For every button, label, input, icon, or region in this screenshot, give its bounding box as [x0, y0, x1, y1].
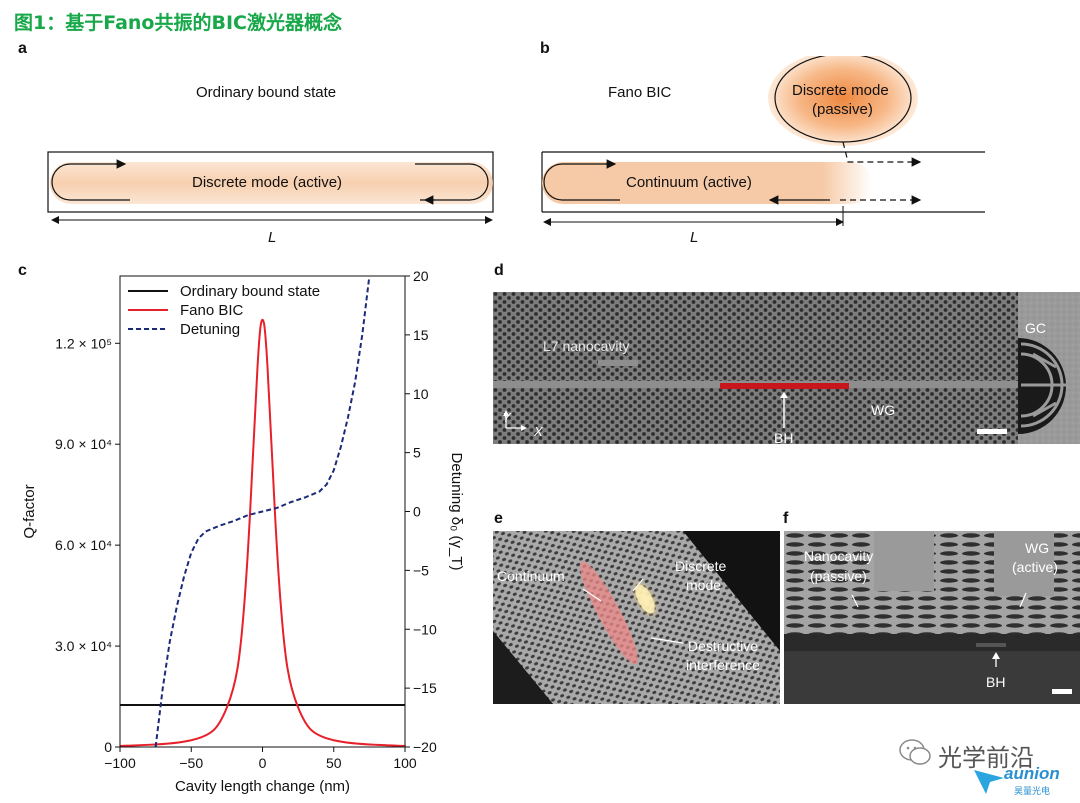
x-tick-label: −100 [104, 755, 136, 771]
y-tick-label-right: 5 [413, 445, 421, 461]
panel-e-sem-image [493, 531, 780, 704]
panel-b-letter: b [540, 40, 550, 57]
continuum-label-e: Continuum [497, 568, 565, 584]
continuum-active-label: Continuum (active) [626, 174, 752, 191]
discrete-label-e-1: Discrete [675, 558, 727, 574]
discrete-mode-active-label: Discrete mode (active) [192, 174, 343, 191]
discrete-mode-passive-label-2: (passive) [812, 101, 873, 118]
q-factor-chart: 0 3.0 × 10⁴ 6.0 × 10⁴ 9.0 × 10⁴ 1.2 × 10⁵ 20 1… [21, 268, 465, 795]
y-tick-label-right: 0 [413, 504, 421, 520]
panel-c-letter: c [18, 262, 27, 279]
watermark-brand: aunion [1004, 764, 1060, 783]
y-tick-label-left: 6.0 × 10⁴ [55, 537, 112, 553]
y-tick-label-left: 0 [104, 739, 112, 755]
y-tick-label-right: 20 [413, 268, 429, 284]
wg-label-f-2: (active) [1012, 559, 1058, 575]
legend-label: Ordinary bound state [180, 283, 320, 300]
y-tick-label-left: 1.2 × 10⁵ [55, 335, 112, 351]
panel-f-letter: f [783, 510, 789, 527]
discrete-mode-passive-label-1: Discrete mode [792, 82, 889, 99]
y-axis-label: Q-factor [21, 484, 38, 538]
y-tick-label-right: −15 [413, 680, 437, 696]
cavity-box-a [47, 151, 494, 213]
discrete-mode-fill-a [50, 162, 493, 204]
x-tick-label: 100 [393, 755, 417, 771]
y-tick-label-right: −10 [413, 621, 437, 637]
y-tick-label-right: 10 [413, 386, 429, 402]
nanocavity-label-f-1: Nanocavity [804, 548, 874, 564]
panel-d-sem-image [493, 292, 1080, 444]
y2-axis-label: Detuning δ₀ (γ_T) [448, 453, 465, 571]
series-line-fano-bic [119, 318, 406, 747]
panel-a-letter: a [18, 40, 27, 57]
scale-bar-f [1052, 689, 1072, 694]
loop-right-a [415, 163, 489, 201]
y-tick-label-right: −5 [413, 562, 429, 578]
series-line-detuning [154, 275, 371, 748]
aunion-logo-icon [974, 770, 1004, 794]
x-tick-label: 0 [259, 755, 267, 771]
destructive-label-e-2: interference [686, 657, 760, 673]
loop-left-a [51, 163, 130, 201]
discrete-mode-glow [768, 56, 918, 146]
watermark-text: 光学前沿 [938, 744, 1034, 772]
length-label-b: L [690, 229, 699, 246]
x-axis-label: Cavity length change (nm) [175, 778, 350, 795]
wg-label-f-1: WG [1025, 540, 1050, 556]
bh-region [720, 383, 849, 389]
figure-title: 图1：基于Fano共振的BIC激光器概念 [14, 12, 342, 34]
bh-label-d: BH [774, 430, 794, 446]
watermark-brand-sub: 昊量光电 [1014, 787, 1051, 797]
continuum-fill-b [542, 162, 872, 204]
wg-label-d: WG [871, 402, 896, 418]
panel-a-heading: Ordinary bound state [196, 84, 337, 101]
discrete-label-e-2: mode [686, 577, 722, 593]
x-tick-label: 50 [326, 755, 342, 771]
panel-b-diagram [541, 56, 985, 226]
axis-x-label: X [534, 424, 543, 439]
length-label-a: L [268, 229, 277, 246]
destructive-label-e-1: Destructive [688, 638, 759, 654]
y-tick-label-right: 15 [413, 327, 429, 343]
y-tick-label-left: 3.0 × 10⁴ [55, 638, 112, 654]
legend-label: Fano BIC [180, 302, 244, 319]
x-tick-label: −50 [179, 755, 203, 771]
y-tick-label-right: −20 [413, 739, 437, 755]
panel-d-letter: d [494, 262, 504, 279]
l7-nanocavity-label: L7 nanocavity [543, 338, 630, 354]
panel-a-diagram [47, 151, 494, 224]
axis-y-label: Y [502, 410, 511, 425]
discrete-mode-glow-e [630, 578, 660, 620]
panel-f-sem-image [784, 531, 1080, 704]
scale-bar-d [977, 429, 1007, 434]
gc-label: GC [1025, 320, 1046, 336]
nanocavity-label-f-2: (passive) [810, 568, 867, 584]
y-tick-label-left: 9.0 × 10⁴ [55, 436, 112, 452]
bh-label-f: BH [986, 674, 1006, 690]
continuum-glow [580, 561, 638, 665]
panel-b-heading: Fano BIC [608, 84, 672, 101]
legend-label: Detuning [180, 321, 240, 338]
panel-e-letter: e [494, 510, 503, 527]
wechat-icon [899, 739, 931, 765]
